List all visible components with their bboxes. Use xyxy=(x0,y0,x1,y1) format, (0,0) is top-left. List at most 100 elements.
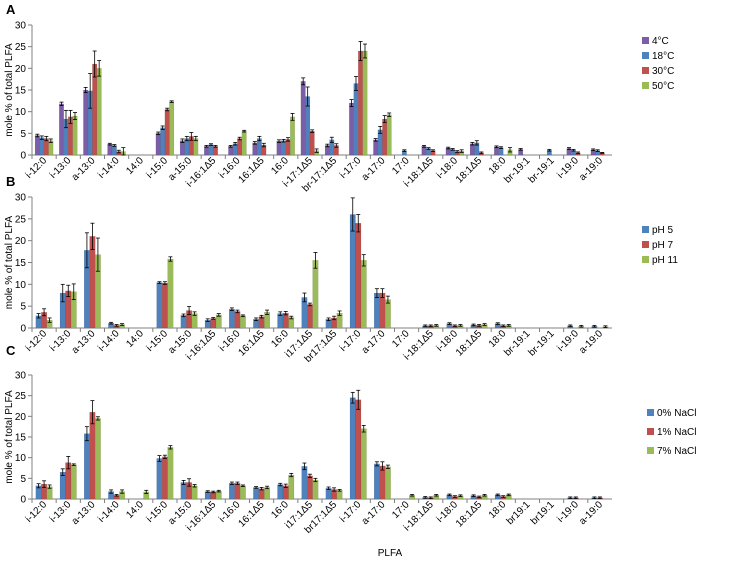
y-axis-title: mole % of total PLFA xyxy=(4,215,15,309)
x-tick-label: i-13:0 xyxy=(48,155,74,181)
y-tick-label: 20 xyxy=(15,236,27,247)
y-tick-label: 20 xyxy=(15,64,27,75)
bar xyxy=(162,282,168,329)
bar xyxy=(155,133,161,156)
x-tick-label: i-13:0 xyxy=(48,328,74,354)
bar xyxy=(312,260,319,329)
x-tick-label: i-19:0 xyxy=(555,499,581,525)
panel-letter: A xyxy=(6,2,16,17)
legend-swatch xyxy=(642,226,649,233)
legend: pH 5 pH 7 pH 11 xyxy=(642,225,678,266)
bar xyxy=(281,140,286,156)
x-tick-label: 16:1Δ5 xyxy=(236,328,267,359)
x-tick-label: a-17:0 xyxy=(360,499,388,527)
bar xyxy=(374,463,380,500)
legend-swatch xyxy=(642,37,649,44)
x-tick-label: br19:1 xyxy=(505,499,533,527)
x-tick-label: a-13:0 xyxy=(70,328,98,356)
y-tick-label: 15 xyxy=(15,258,27,269)
bar xyxy=(180,315,187,329)
y-tick-label: 30 xyxy=(15,193,27,204)
x-tick-label: i-14:0 xyxy=(96,155,122,181)
y-tick-label: 10 xyxy=(15,107,27,118)
bar xyxy=(336,490,343,500)
bar xyxy=(83,89,89,156)
x-tick-label: i-13:0 xyxy=(48,499,74,525)
bar xyxy=(160,127,166,156)
y-tick-label: 30 xyxy=(15,21,27,32)
legend-swatch xyxy=(647,447,654,454)
y-tick-label: 0 xyxy=(20,151,26,162)
bar xyxy=(164,109,170,156)
bar xyxy=(355,223,362,329)
x-tick-label: a-13:0 xyxy=(70,155,98,183)
y-axis-title: mole % of total PLFA xyxy=(4,390,15,484)
bar xyxy=(48,140,54,156)
bar xyxy=(84,433,90,500)
legend-label: 7% NaCl xyxy=(657,446,696,457)
legend-swatch xyxy=(642,256,649,263)
bar xyxy=(362,50,368,156)
bar xyxy=(349,397,356,500)
legend: 4°C 18°C 30°C 50°C xyxy=(642,36,674,92)
x-tick-label: a-19:0 xyxy=(577,328,605,356)
x-tick-label: i-14:0 xyxy=(96,499,122,525)
panel-letter: C xyxy=(6,343,16,358)
bar xyxy=(349,102,354,156)
bar xyxy=(95,418,101,500)
bar xyxy=(385,466,391,500)
y-tick-label: 20 xyxy=(15,412,27,423)
bar xyxy=(355,399,362,500)
bar xyxy=(277,313,284,329)
y-tick-label: 5 xyxy=(20,129,26,140)
x-axis-title: PLFA xyxy=(378,548,403,559)
bar xyxy=(92,63,98,156)
y-tick-label: 5 xyxy=(20,302,26,313)
bar xyxy=(421,146,427,156)
legend-swatch xyxy=(642,67,649,74)
bar xyxy=(191,313,198,329)
bar xyxy=(288,474,295,500)
x-tick-label: a-17:0 xyxy=(360,155,388,183)
bar xyxy=(349,214,356,329)
bar xyxy=(301,466,308,500)
x-tick-label: 18:1Δ5 xyxy=(454,328,485,359)
x-tick-label: 16:1Δ5 xyxy=(236,499,267,530)
bar xyxy=(358,50,363,156)
bar xyxy=(360,428,367,500)
bar xyxy=(252,142,258,156)
legend-label: pH 5 xyxy=(652,225,674,236)
y-tick-label: 15 xyxy=(15,86,27,97)
bar xyxy=(379,465,386,500)
bar xyxy=(373,139,379,156)
x-tick-label: a-17:0 xyxy=(360,328,388,356)
bar xyxy=(386,114,392,156)
bar xyxy=(264,487,270,500)
bar xyxy=(96,68,102,156)
bar xyxy=(385,299,391,329)
bar xyxy=(213,146,218,156)
x-tick-label: i-12:0 xyxy=(24,155,50,181)
bar xyxy=(309,131,315,156)
bar xyxy=(180,482,187,500)
x-tick-label: 14:0 xyxy=(124,328,146,350)
y-tick-label: 10 xyxy=(15,280,27,291)
legend-label: 18°C xyxy=(652,51,674,62)
bar xyxy=(253,487,259,500)
bar xyxy=(229,309,235,329)
bar xyxy=(70,464,77,500)
legend-label: pH 7 xyxy=(652,240,674,251)
x-tick-label: a-19:0 xyxy=(577,499,605,527)
y-tick-label: 0 xyxy=(20,324,26,335)
legend-label: 50°C xyxy=(652,81,674,92)
x-tick-label: i-19:0 xyxy=(555,155,581,181)
bar xyxy=(277,484,284,500)
bar xyxy=(379,292,386,329)
legend: 0% NaCl 1% NaCl 7% NaCl xyxy=(647,408,696,457)
x-tick-label: br-19:1 xyxy=(502,155,532,185)
bar xyxy=(89,412,96,500)
bar xyxy=(169,101,175,156)
x-tick-label: 14:0 xyxy=(124,155,146,177)
